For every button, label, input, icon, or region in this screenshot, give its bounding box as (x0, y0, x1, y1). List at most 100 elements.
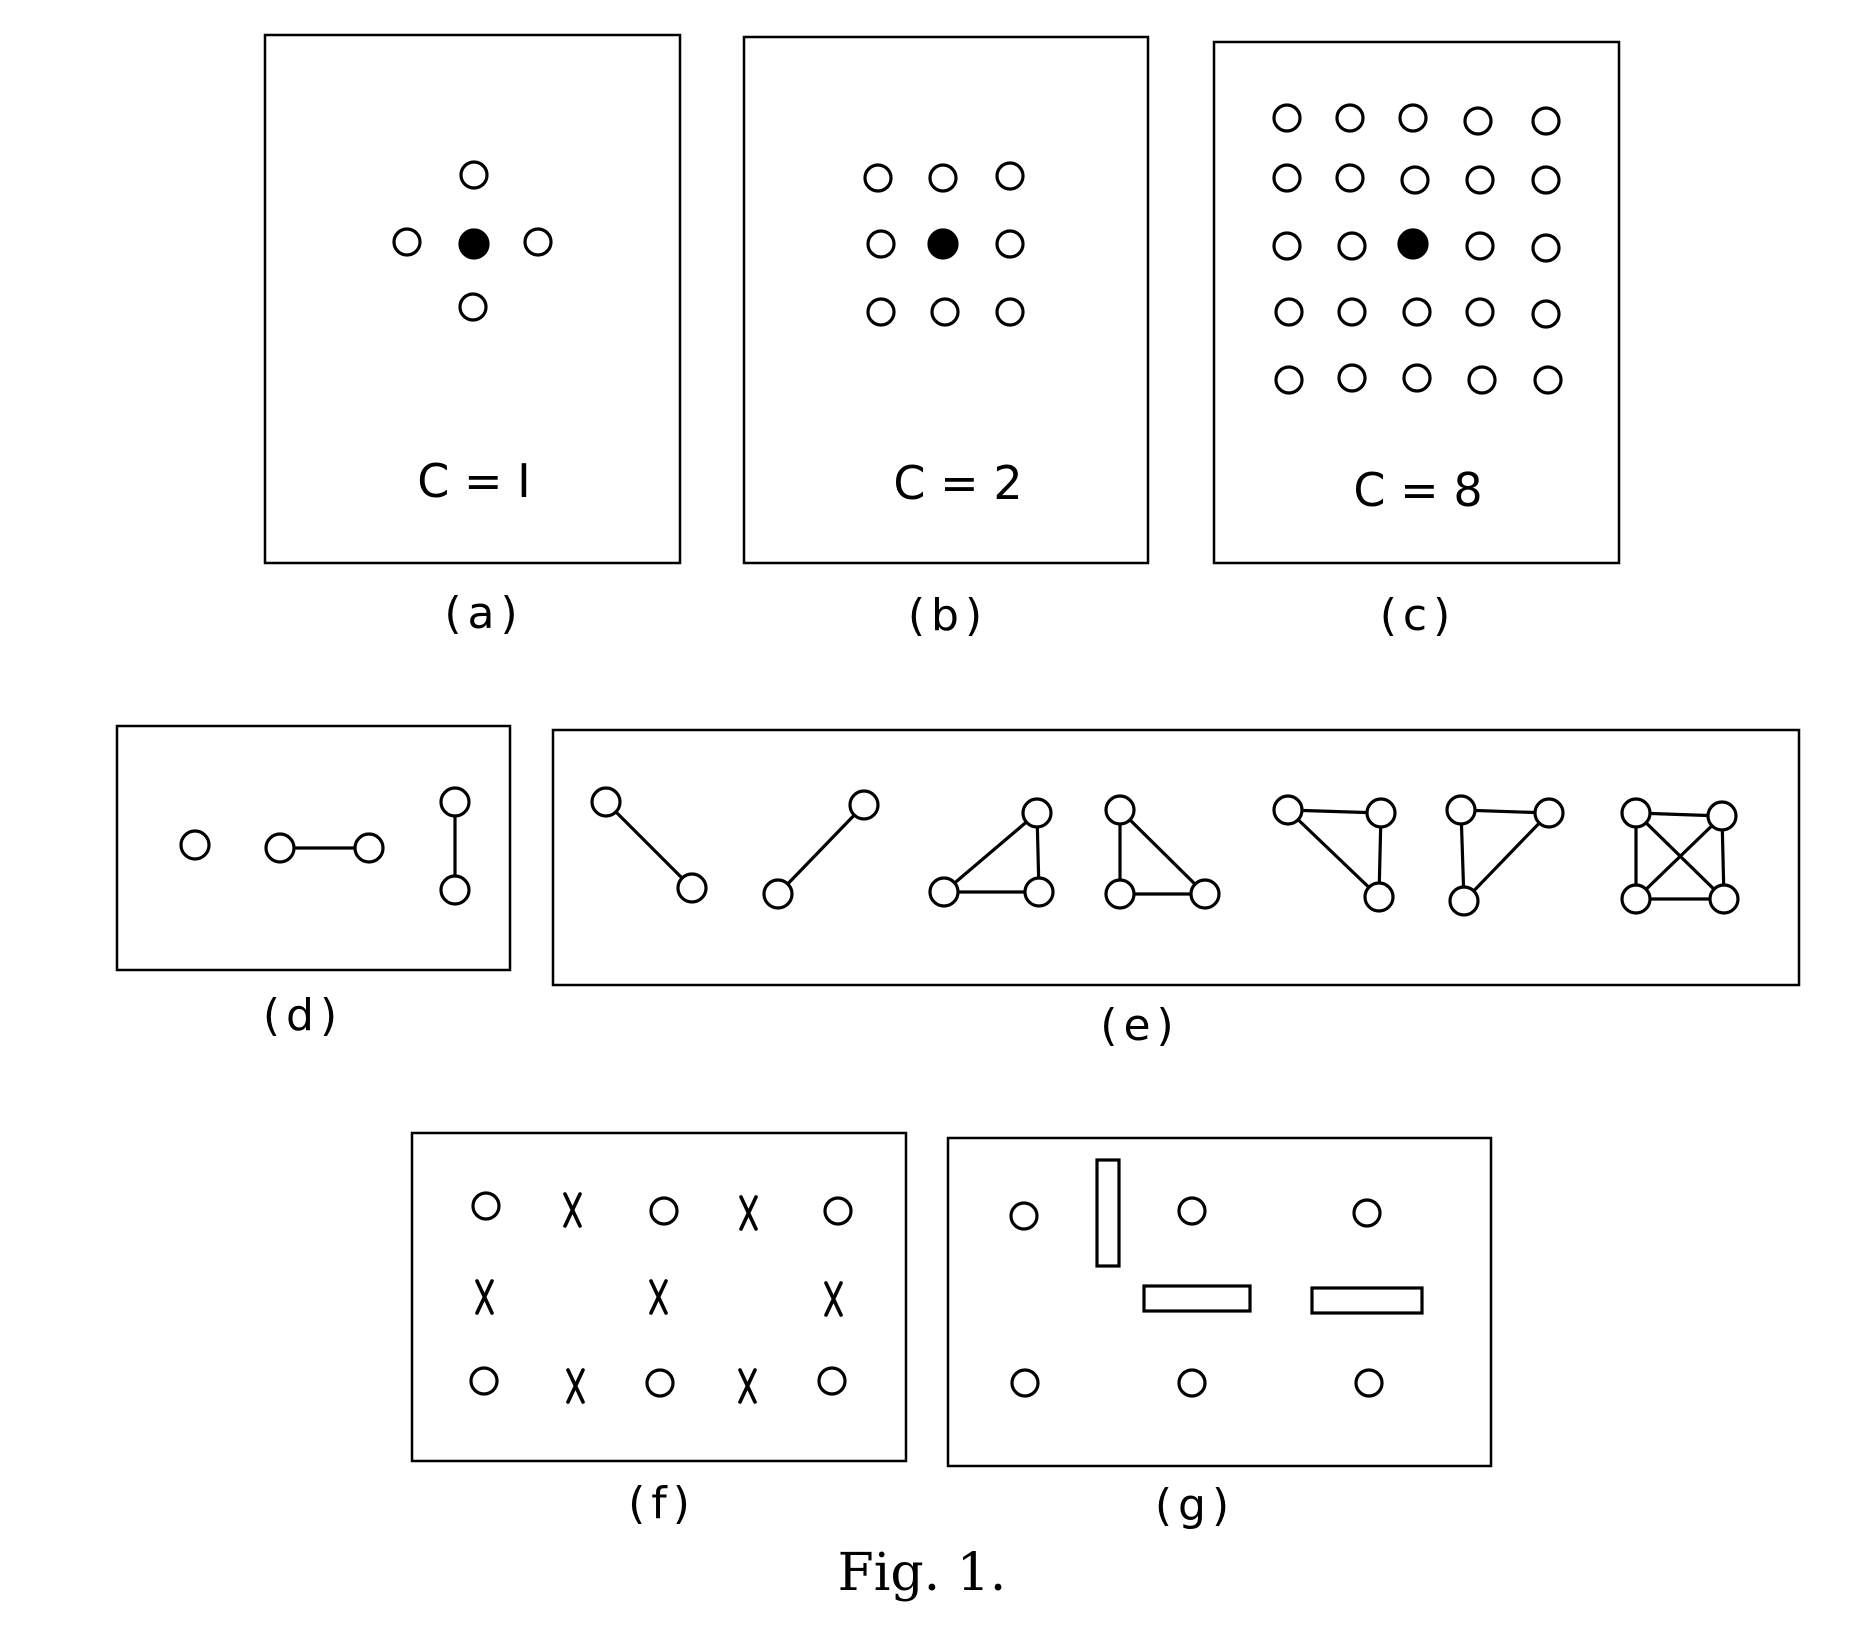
node (1620, 883, 1652, 915)
node (1620, 797, 1652, 829)
neighbor-node (1400, 165, 1430, 195)
neighbor-node (928, 163, 958, 193)
panel-e (551, 728, 1801, 987)
x-marker (475, 1279, 494, 1315)
panel-b-label: (b) (908, 590, 988, 641)
neighbor-node (1465, 165, 1495, 195)
x-marker (824, 1281, 843, 1317)
panel-a-c-value: C = I (417, 454, 530, 508)
circle-marker (645, 1368, 675, 1398)
neighbor-node (1531, 106, 1561, 136)
diagonal-pair-down (590, 786, 708, 904)
neighbor-node (863, 163, 893, 193)
panel-e-frame (551, 728, 1801, 987)
circle-marker (1177, 1368, 1207, 1398)
panel-e-label: (e) (1100, 1000, 1179, 1051)
panel-a-label: (a) (444, 588, 523, 639)
neighbor-node (1463, 106, 1493, 136)
panel-d (115, 724, 512, 972)
node (1104, 878, 1136, 910)
panel-g (946, 1136, 1493, 1468)
neighbor-node (523, 227, 553, 257)
panel-c-label: (c) (1380, 590, 1457, 641)
center-node (458, 228, 490, 260)
neighbor-node (459, 160, 489, 190)
neighbor-node (1272, 231, 1302, 261)
neighbor-node (1398, 103, 1428, 133)
x-marker (566, 1368, 585, 1404)
panel-b-grid (863, 161, 1025, 327)
node (1272, 794, 1304, 826)
circle-marker (1354, 1368, 1384, 1398)
x-marker (738, 1368, 757, 1404)
node (1023, 876, 1055, 908)
node (1708, 883, 1740, 915)
panel-d-frame (115, 724, 512, 972)
neighbor-node (1274, 365, 1304, 395)
panel-b: C = 2 (742, 35, 1150, 565)
neighbor-node (1465, 297, 1495, 327)
neighbor-node (995, 297, 1025, 327)
center-node (1397, 228, 1429, 260)
x-marker (739, 1195, 758, 1231)
neighbor-node (866, 297, 896, 327)
figure-caption: Fig. 1. (838, 1543, 1007, 1603)
node (1365, 797, 1397, 829)
complete-graph-k4 (1620, 797, 1740, 915)
panel-c-frame (1212, 40, 1621, 565)
panel-c: C = 8 (1212, 40, 1621, 565)
node (676, 872, 708, 904)
vertical-bar (1095, 1158, 1121, 1268)
circle-marker (823, 1196, 853, 1226)
neighbor-node (1533, 365, 1563, 395)
circle-marker (469, 1366, 499, 1396)
horizontal-bar (1310, 1286, 1424, 1315)
panel-f-label: (f) (628, 1478, 696, 1529)
panel-g-frame (946, 1136, 1493, 1468)
neighbor-node (1272, 103, 1302, 133)
neighbor-node (1274, 297, 1304, 327)
panel-f-frame (410, 1131, 908, 1463)
circle-marker (1010, 1368, 1040, 1398)
neighbor-node (1337, 363, 1367, 393)
triangle-bottom-left (1445, 794, 1565, 917)
neighbor-node (1337, 297, 1367, 327)
node (1448, 885, 1480, 917)
circle-marker (471, 1191, 501, 1221)
node (848, 789, 880, 821)
neighbor-node (1467, 365, 1497, 395)
node (1363, 881, 1395, 913)
node (1533, 797, 1565, 829)
horizontal-bar (1142, 1284, 1252, 1313)
node (1021, 797, 1053, 829)
neighbor-node (1402, 363, 1432, 393)
panel-b-frame (742, 35, 1150, 565)
panel-f (410, 1131, 908, 1463)
neighbor-node (995, 229, 1025, 259)
node (264, 832, 296, 864)
node (439, 786, 471, 818)
panel-c-grid (1272, 103, 1563, 395)
node (590, 786, 622, 818)
triangle-top-right (928, 797, 1055, 908)
panel-g-label: (g) (1155, 1480, 1235, 1531)
neighbor-node (1335, 163, 1365, 193)
node (928, 876, 960, 908)
neighbor-node (1531, 299, 1561, 329)
neighbor-node (1465, 231, 1495, 261)
node (1706, 800, 1738, 832)
panel-c-c-value: C = 8 (1353, 463, 1482, 517)
neighbor-node (392, 227, 422, 257)
panel-b-c-value: C = 2 (893, 456, 1022, 510)
neighbor-node (1272, 163, 1302, 193)
panel-a-frame (263, 33, 682, 565)
node (762, 878, 794, 910)
panel-d-label: (d) (263, 990, 343, 1041)
center-node (927, 228, 959, 260)
node (439, 874, 471, 906)
neighbor-node (458, 292, 488, 322)
triangle-bottom-right (1272, 794, 1397, 913)
node (1104, 794, 1136, 826)
panel-a: C = I (263, 33, 682, 565)
